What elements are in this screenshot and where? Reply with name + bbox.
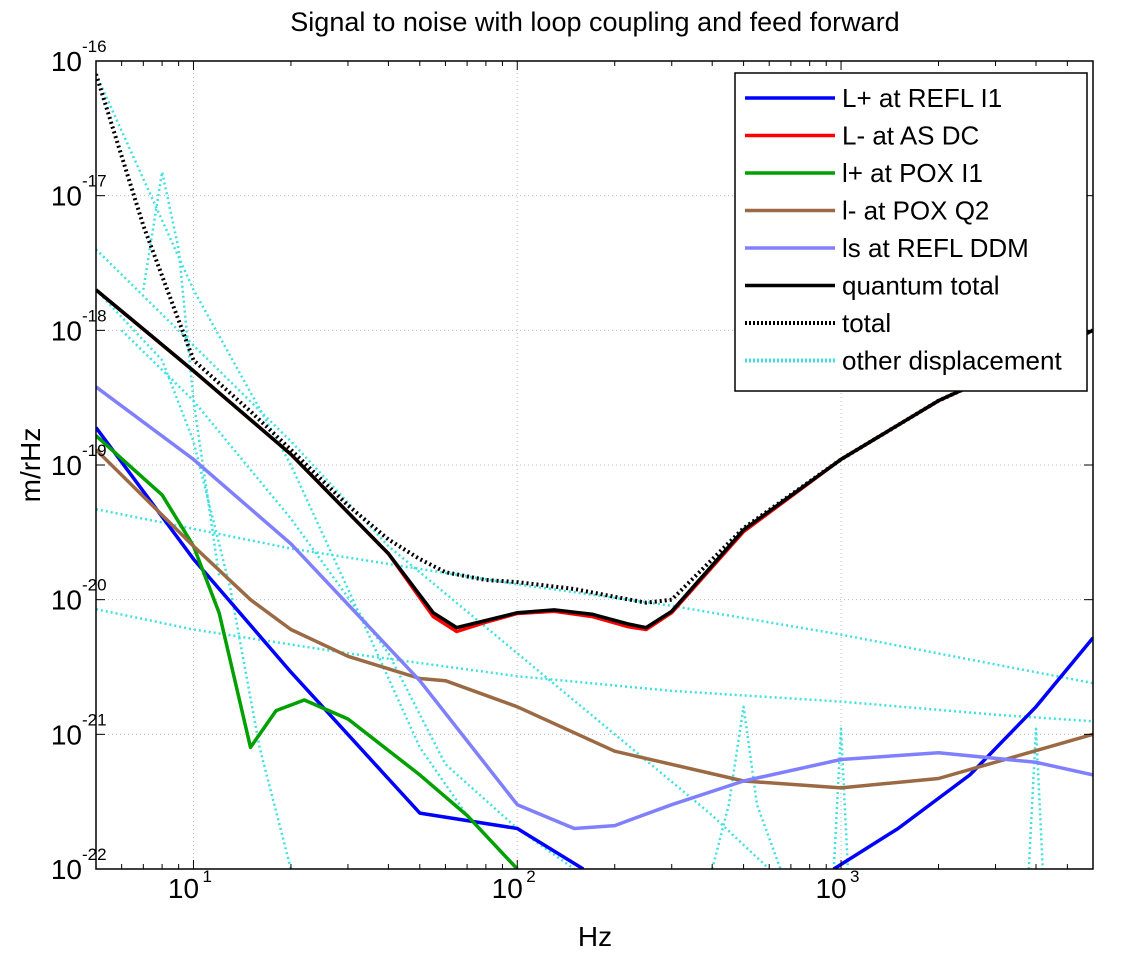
series-line [1027,727,1045,869]
y-tick-exponent: -22 [82,845,107,864]
legend-label: L+ at REFL I1 [842,83,1002,113]
y-tick-exponent: -20 [82,576,107,595]
series-line [832,727,850,869]
y-tick-exponent: -17 [82,172,107,191]
legend-label: quantum total [842,271,1000,301]
y-tick-label: 10 [51,854,82,885]
series-line [96,426,585,869]
y-tick-exponent: -18 [82,306,107,325]
series-line [96,607,1093,723]
x-tick-label: 10 [492,873,523,904]
legend: L+ at REFL I1 L- at AS DC l+ at POX I1 l- a… [734,72,1088,392]
x-tick-label: 10 [815,873,846,904]
legend-label: l+ at POX I1 [842,158,983,188]
series-line [96,434,519,869]
y-axis-label: m/rHz [15,428,46,503]
y-tick-exponent: -21 [82,710,107,729]
series-line [832,636,1093,869]
y-tick-label: 10 [51,181,82,212]
series-layer [96,73,1093,869]
legend-label: L- at AS DC [842,121,979,151]
x-tick-label: 10 [168,873,199,904]
legend-box [734,72,1088,392]
series-line [96,288,1093,630]
series-line [96,288,293,869]
x-tick-exponent: 3 [850,867,859,886]
x-tick-exponent: 2 [526,867,535,886]
legend-label: total [842,308,891,338]
x-tick-exponent: 1 [202,867,211,886]
x-axis-label: Hz [578,921,612,952]
legend-label: other displacement [842,346,1062,376]
y-tick-exponent: -19 [82,441,107,460]
chart-title: Signal to noise with loop coupling and f… [290,7,899,37]
y-tick-exponent: -16 [82,37,107,56]
legend-label: l- at POX Q2 [842,196,989,226]
series-line [96,385,1093,831]
y-tick-label: 10 [51,315,82,346]
series-line [710,705,782,869]
y-tick-label: 10 [51,46,82,77]
y-tick-label: 10 [51,450,82,481]
grid-layer [96,61,1093,869]
legend-label: ls at REFL DDM [842,233,1029,263]
y-tick-label: 10 [51,585,82,616]
series-line [96,448,1093,790]
y-tick-label: 10 [51,719,82,750]
